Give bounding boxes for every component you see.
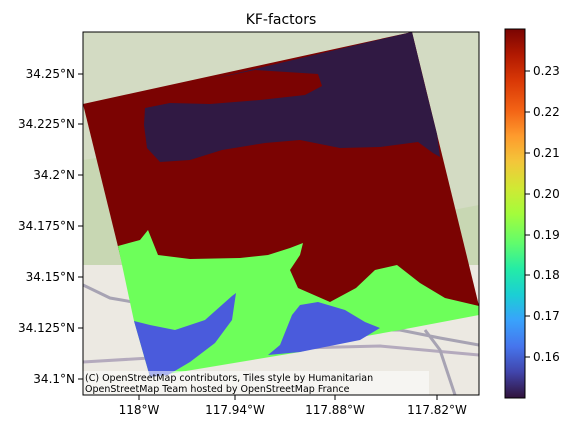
- y-tick-label: 34.175°N: [18, 219, 75, 233]
- y-tick-label: 34.225°N: [18, 117, 75, 131]
- attribution-backdrop: [83, 371, 429, 395]
- colorbar-tick-label: 0.20: [533, 187, 560, 201]
- colorbar-tick-label: 0.17: [533, 309, 560, 323]
- y-tick-label: 34.15°N: [26, 270, 75, 284]
- x-tick-label: 117.94°W: [205, 403, 265, 417]
- attribution-line-1: (C) OpenStreetMap contributors, Tiles st…: [85, 373, 373, 384]
- chart-title: KF-factors: [246, 12, 317, 28]
- y-tick-label: 34.2°N: [33, 168, 75, 182]
- colorbar-tick-label: 0.18: [533, 268, 560, 282]
- x-tick-label: 117.82°W: [407, 403, 467, 417]
- attribution-line-2: OpenStreetMap Team hosted by OpenStreetM…: [85, 384, 350, 395]
- colorbar-tick-label: 0.19: [533, 228, 560, 242]
- kf-region-0.163-east: [268, 302, 380, 355]
- x-tick-label: 117.88°W: [305, 403, 365, 417]
- colorbar-tick-label: 0.22: [533, 105, 560, 119]
- y-tick-label: 34.25°N: [26, 67, 75, 81]
- map-plot-area: (C) OpenStreetMap contributors, Tiles st…: [83, 32, 479, 395]
- y-tick-label: 34.1°N: [33, 372, 75, 386]
- x-tick-label: 118°W: [119, 403, 160, 417]
- plot-frame: [82, 31, 480, 396]
- colorbar: 0.23 0.22 0.21 0.20 0.19 0.18 0.17 0.16: [504, 28, 560, 399]
- kf-region-0.152: [144, 32, 440, 162]
- colorbar-gradient: [504, 28, 526, 399]
- y-tick-label: 34.125°N: [18, 321, 75, 335]
- colorbar-tick-label: 0.16: [533, 350, 560, 364]
- colorbar-tick-label: 0.21: [533, 146, 560, 160]
- colorbar-tick-label: 0.23: [533, 64, 560, 78]
- kf-region-0.163: [134, 293, 236, 377]
- y-axis: 34.25°N 34.225°N 34.2°N 34.175°N 34.15°N…: [18, 67, 83, 386]
- basemap-freeway-3: [423, 329, 457, 395]
- x-axis: 118°W 117.94°W 117.88°W 117.82°W: [119, 395, 467, 417]
